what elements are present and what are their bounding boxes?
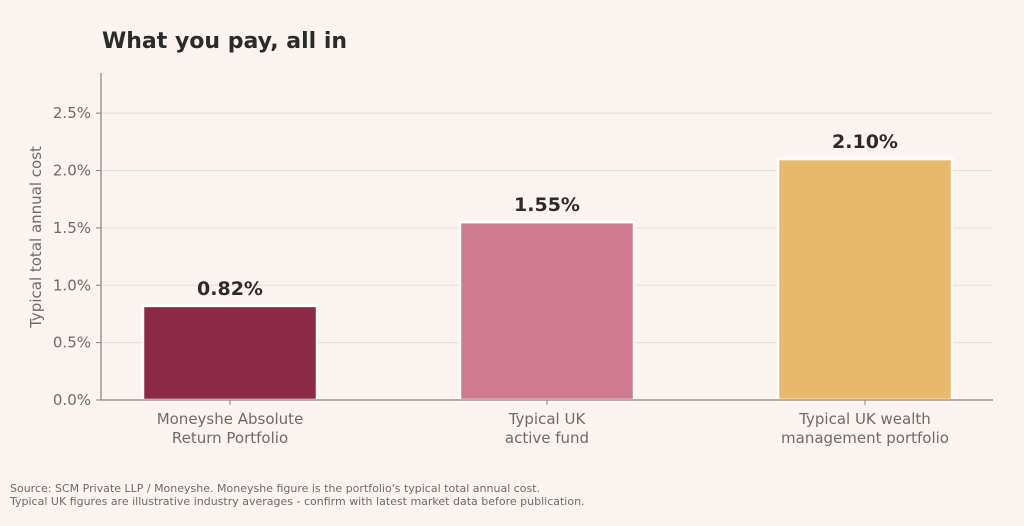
x-tick-label: Typical UK wealth management portfolio <box>781 410 949 447</box>
bar-value-label: 0.82% <box>197 278 263 300</box>
y-axis-title: Typical total annual cost <box>27 146 45 329</box>
x-tick-label-line: management portfolio <box>781 429 949 447</box>
x-tick-label-line: Return Portfolio <box>172 429 288 447</box>
x-tick-label: Typical UK active fund <box>505 410 589 447</box>
bar <box>776 157 954 402</box>
y-tick-label: 1.5% <box>53 219 91 237</box>
y-tick-label: 0.0% <box>53 391 91 409</box>
bar <box>141 304 319 402</box>
y-tick-label: 2.5% <box>53 104 91 122</box>
x-tick-label-line: Moneyshe Absolute <box>157 410 304 428</box>
y-axis-ticks: 0.0% 0.5% 1.0% 1.5% 2.0% 2.5% <box>53 104 101 409</box>
data-labels: 0.82% 1.55% 2.10% <box>197 131 898 300</box>
bar-value-label: 2.10% <box>832 131 898 153</box>
bars <box>141 157 954 402</box>
bar <box>458 220 636 402</box>
source-note-line-1: Source: SCM Private LLP / Moneyshe. Mone… <box>10 482 540 495</box>
x-tick-label-line: active fund <box>505 429 589 447</box>
bar-value-label: 1.55% <box>514 194 580 216</box>
y-tick-label: 0.5% <box>53 334 91 352</box>
x-tick-label: Moneyshe Absolute Return Portfolio <box>157 410 304 447</box>
x-tick-label-line: Typical UK wealth <box>798 410 931 428</box>
y-tick-label: 2.0% <box>53 162 91 180</box>
y-tick-label: 1.0% <box>53 276 91 294</box>
x-tick-label-line: Typical UK <box>508 410 587 428</box>
x-axis-ticks: Moneyshe Absolute Return Portfolio Typical… <box>157 400 949 447</box>
source-note-line-2: Typical UK figures are illustrative indu… <box>9 495 585 508</box>
chart-title: What you pay, all in <box>102 29 347 54</box>
